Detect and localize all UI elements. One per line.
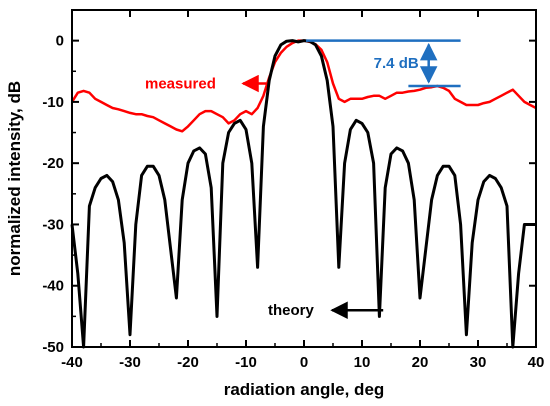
annotation-measured-label: measured [145,76,216,93]
x-tick-label: -40 [61,354,83,371]
x-tick-label: 0 [300,354,308,371]
x-tick-label: 40 [528,354,545,371]
x-tick-label: 30 [470,354,487,371]
x-axis-title: radiation angle, deg [224,380,385,399]
series-line-theory [70,39,536,349]
y-tick-label: -50 [42,339,64,356]
x-tick-label: -30 [119,354,141,371]
y-axis-title: normalized intensity, dB [5,81,24,276]
axes-layer: -40 -30 -20 -10 0 10 20 30 400-10-20-30-40-50 [42,9,545,371]
annotation-db-label: 7.4 dB [374,55,419,72]
y-tick-label: -30 [42,216,64,233]
x-tick-label: -20 [177,354,199,371]
data-lines [70,39,537,349]
series-line-measured [70,39,537,133]
y-tick-label: -20 [42,155,64,172]
y-tick-label: -40 [42,278,64,295]
x-tick-label: 20 [412,354,429,371]
y-tick-label: 0 [56,33,64,50]
annotation-theory-label: theory [268,302,315,319]
x-tick-label: 10 [354,354,371,371]
y-tick-label: -10 [42,94,64,111]
annotations-layer: measured theory 7.4 dB [145,39,461,319]
x-tick-label: -10 [235,354,257,371]
